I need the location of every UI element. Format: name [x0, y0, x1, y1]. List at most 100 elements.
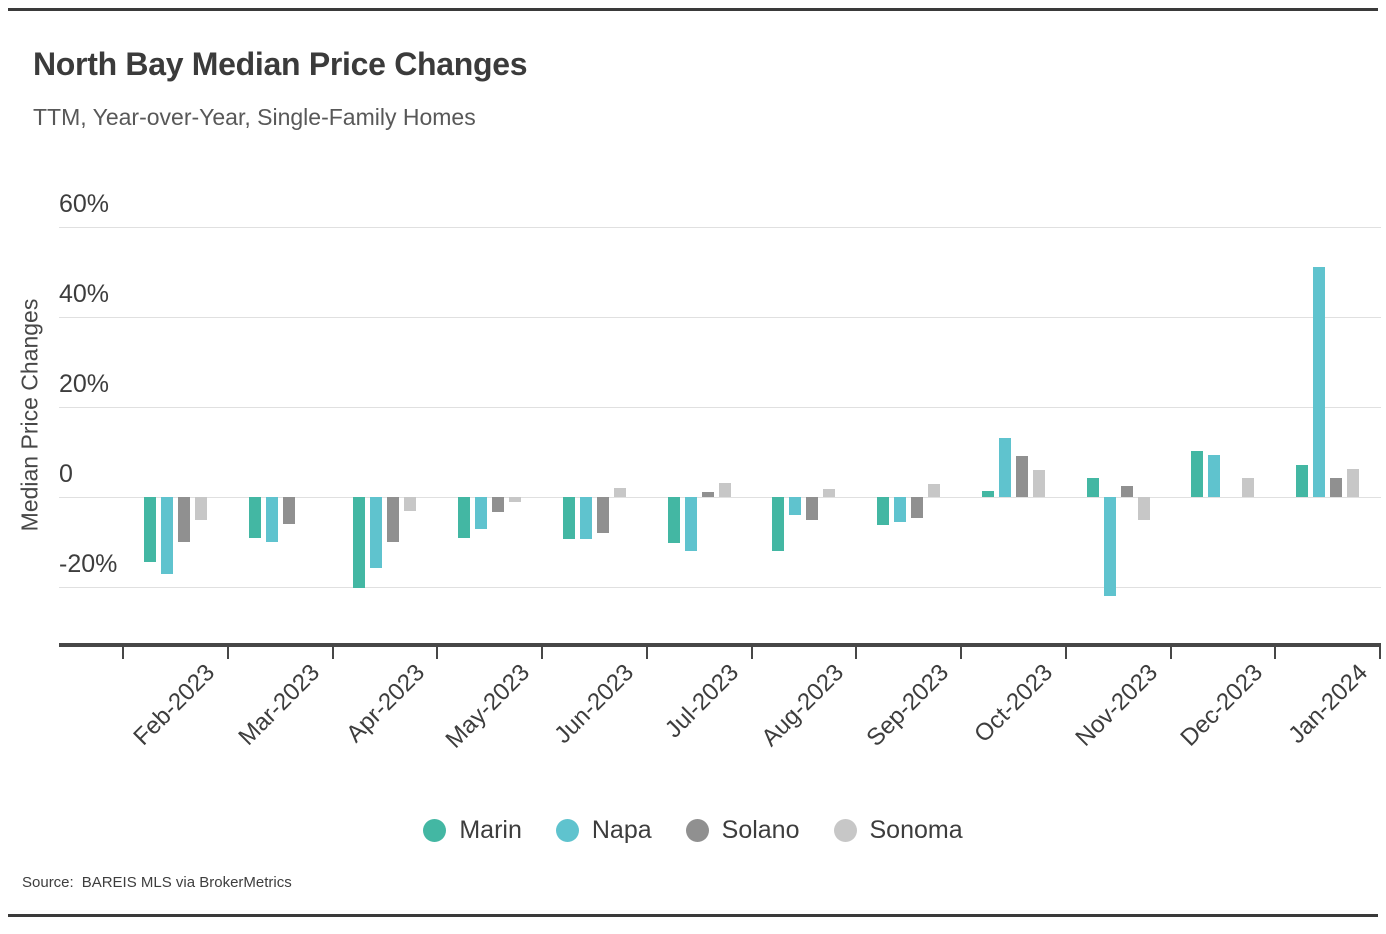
legend-label: Marin	[459, 816, 522, 844]
bar-solano-sep-2023	[911, 497, 924, 518]
bar-napa-aug-2023	[789, 497, 802, 516]
bar-napa-sep-2023	[894, 497, 907, 523]
legend-swatch-sonoma	[833, 819, 857, 842]
x-axis-tick	[1169, 645, 1172, 659]
x-axis-tick	[122, 645, 124, 659]
gridline--20%	[59, 587, 1381, 588]
bar-napa-oct-2023	[998, 437, 1011, 497]
bar-solano-jul-2023	[701, 492, 714, 497]
bar-sonoma-may-2023	[509, 497, 522, 503]
bar-napa-apr-2023	[370, 497, 383, 569]
bottom-border-rule	[8, 914, 1378, 917]
bar-sonoma-dec-2023	[1242, 477, 1255, 497]
legend-label: Solano	[721, 816, 800, 844]
x-axis-label: Dec-2023	[1175, 659, 1268, 752]
y-axis-tick-label: 40%	[59, 280, 110, 308]
bar-sonoma-sep-2023	[928, 483, 941, 497]
x-axis-tick	[960, 645, 962, 659]
chart-title: North Bay Median Price Changes	[33, 46, 528, 82]
x-axis-label: Jan-2024	[1282, 659, 1373, 749]
x-axis-tick	[331, 645, 334, 659]
x-axis-label: Jun-2023	[549, 659, 640, 749]
bar-sonoma-jan-2024	[1347, 469, 1360, 497]
bar-solano-apr-2023	[387, 497, 400, 542]
plot-area: 60% 40% 20% 0 -20% Feb-2023 Mar-2023 Apr-2023 Ma…	[59, 192, 1381, 754]
bar-marin-jan-2024	[1296, 465, 1309, 497]
bar-group-sep-2023	[856, 227, 961, 645]
y-axis-title: Median Price Changes	[16, 298, 43, 532]
bar-sonoma-nov-2023	[1137, 497, 1150, 520]
bar-group-aug-2023	[752, 227, 857, 645]
x-axis-tick	[226, 645, 229, 659]
bar-sonoma-jul-2023	[718, 483, 731, 497]
bar-napa-nov-2023	[1103, 497, 1116, 597]
legend-item-marin: Marin	[423, 816, 522, 845]
bar-napa-feb-2023	[160, 497, 173, 575]
bar-marin-jun-2023	[562, 497, 575, 539]
bar-marin-feb-2023	[143, 497, 156, 563]
bar-solano-oct-2023	[1015, 455, 1028, 497]
source-label: Source:	[22, 874, 74, 891]
legend-item-solano: Solano	[685, 816, 800, 845]
bar-sonoma-feb-2023	[194, 497, 207, 520]
bar-marin-may-2023	[458, 497, 471, 539]
bars-region	[123, 227, 1380, 645]
bar-marin-nov-2023	[1086, 477, 1099, 497]
bar-marin-dec-2023	[1191, 450, 1204, 497]
bar-solano-aug-2023	[806, 497, 819, 521]
bar-sonoma-jun-2023	[613, 487, 626, 497]
x-axis-label: Nov-2023	[1070, 659, 1164, 752]
y-axis-tick-label: 60%	[59, 190, 110, 218]
bar-sonoma-apr-2023	[404, 497, 417, 512]
y-axis-tick-label: 0	[59, 460, 73, 488]
x-axis-line	[59, 643, 1381, 647]
bar-solano-mar-2023	[282, 497, 295, 524]
y-axis-tick-label: 20%	[59, 370, 110, 398]
bar-solano-nov-2023	[1120, 485, 1133, 497]
x-axis-tick	[1379, 645, 1381, 659]
bar-group-apr-2023	[333, 227, 438, 645]
legend-label: Sonoma	[869, 816, 963, 844]
x-axis-label: Apr-2023	[341, 659, 430, 748]
x-axis-label: May-2023	[440, 659, 535, 754]
bar-group-mar-2023	[228, 227, 333, 645]
x-axis-tick	[436, 645, 439, 659]
bar-marin-aug-2023	[772, 497, 785, 552]
x-axis-label: Sep-2023	[861, 659, 954, 752]
x-axis-tick	[645, 645, 648, 659]
x-axis-tick	[1274, 645, 1277, 659]
legend: Marin Napa Solano Sonoma	[0, 816, 1386, 845]
bar-group-dec-2023	[1171, 227, 1276, 645]
legend-swatch-napa	[555, 819, 579, 842]
bar-group-jan-2024	[1275, 227, 1380, 645]
source-text: BAREIS MLS via BrokerMetrics	[81, 874, 292, 891]
bar-sonoma-aug-2023	[823, 488, 836, 497]
bar-solano-may-2023	[492, 497, 505, 512]
x-axis-tick	[855, 645, 858, 659]
x-axis-tick	[750, 645, 753, 659]
top-border-rule	[8, 8, 1378, 11]
bar-marin-apr-2023	[353, 497, 366, 589]
legend-item-sonoma: Sonoma	[833, 816, 963, 845]
gridline-40%	[59, 317, 1381, 318]
x-axis-label: Aug-2023	[756, 659, 849, 752]
bar-napa-dec-2023	[1208, 455, 1221, 497]
legend-item-napa: Napa	[555, 816, 652, 845]
bar-group-nov-2023	[1066, 227, 1171, 645]
gridline-20%	[59, 407, 1381, 408]
legend-swatch-marin	[423, 819, 447, 842]
x-axis-label: Oct-2023	[969, 659, 1059, 748]
gridline-60%	[59, 227, 1381, 228]
bar-marin-sep-2023	[877, 497, 890, 526]
source-note: Source: BAREIS MLS via BrokerMetrics	[22, 874, 292, 891]
bar-group-may-2023	[437, 227, 542, 645]
legend-label: Napa	[591, 816, 652, 844]
bar-marin-jul-2023	[667, 497, 680, 544]
x-axis-label: Jul-2023	[660, 659, 745, 744]
bar-group-jul-2023	[647, 227, 752, 645]
bar-sonoma-oct-2023	[1032, 469, 1045, 497]
gridline-0	[59, 497, 1381, 498]
bar-solano-jan-2024	[1330, 478, 1343, 497]
bar-napa-mar-2023	[265, 497, 278, 542]
bar-marin-mar-2023	[248, 497, 261, 538]
